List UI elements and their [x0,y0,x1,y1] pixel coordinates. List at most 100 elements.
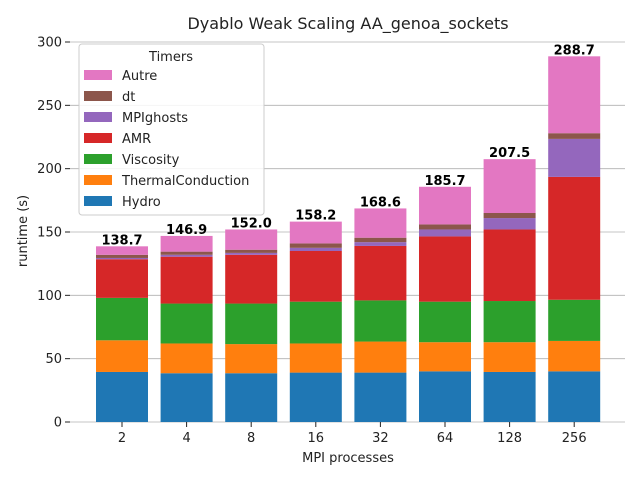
x-tick-label-128: 128 [497,431,522,446]
bar-mpighosts-2 [96,257,148,260]
bar-dt-256 [548,133,601,139]
bar-hydro-64 [419,371,471,422]
chart-title: Dyablo Weak Scaling AA_genoa_sockets [187,14,508,34]
bar-thermalconduction-256 [548,340,601,372]
total-label-8: 152.0 [231,216,272,231]
legend-swatch-dt [84,91,112,101]
legend-swatch-mpighosts [84,112,112,122]
total-label-32: 168.6 [360,195,401,210]
y-axis-ticks: 0 50 100 150 200 250 300 [37,36,70,431]
bar-amr-8 [225,254,278,304]
x-tick-label-2: 2 [118,431,126,446]
total-label-4: 146.9 [166,223,207,238]
bar-thermalconduction-64 [419,342,471,372]
bar-autre-8 [225,229,278,250]
bar-mpighosts-128 [483,218,536,230]
bar-amr-32 [354,245,407,301]
x-tick-label-4: 4 [182,431,190,446]
bar-hydro-256 [548,371,601,422]
bar-mpighosts-256 [548,138,601,177]
bar-autre-256 [548,56,601,134]
y-tick-label: 100 [37,289,62,304]
legend-label-hydro: Hydro [122,195,161,210]
y-tick-label: 250 [37,99,62,114]
total-label-256: 288.7 [554,43,595,58]
legend-items: Autre dt MPIghosts AMR Viscosity ThermalCondu… [84,69,249,210]
legend-label-dt: dt [122,90,135,105]
legend-title: Timers [148,50,193,65]
legend-swatch-amr [84,133,112,143]
legend-swatch-hydro [84,196,112,206]
bar-mpighosts-32 [354,242,407,246]
total-label-16: 158.2 [295,209,336,224]
bar-dt-8 [225,249,278,253]
total-label-2: 138.7 [101,233,142,248]
bar-mpighosts-64 [419,229,471,237]
bar-viscosity-8 [225,303,278,345]
bar-dt-128 [483,213,536,219]
y-tick-label: 200 [37,162,62,177]
x-tick-label-8: 8 [247,431,255,446]
bar-mpighosts-4 [160,254,213,257]
bar-amr-2 [96,259,148,298]
bar-hydro-2 [96,371,148,422]
x-tick-label-32: 32 [372,431,389,446]
x-tick-label-256: 256 [562,431,587,446]
y-tick-label: 50 [45,352,62,367]
bar-viscosity-2 [96,297,148,341]
legend-swatch-thermalconduction [84,175,112,185]
bar-autre-32 [354,208,407,238]
x-axis-ticks: 2 4 8 16 32 64 128 256 [118,422,587,446]
bar-thermalconduction-128 [483,342,536,372]
legend-frame [78,43,265,216]
bar-thermalconduction-2 [96,340,148,372]
x-tick-label-16: 16 [308,431,325,446]
bar-mpighosts-8 [225,252,278,255]
total-label-128: 207.5 [489,146,530,161]
y-axis-title: runtime (s) [16,195,31,267]
bar-autre-2 [96,246,148,255]
bar-amr-16 [289,251,342,302]
legend: Timers Autre dt MPIghosts AMR Viscosity Therm… [78,43,265,216]
bar-hydro-4 [160,373,213,422]
legend-label-amr: AMR [122,132,151,147]
bar-dt-2 [96,254,148,258]
legend-label-mpighosts: MPIghosts [122,111,188,126]
bars [96,56,601,422]
legend-label-viscosity: Viscosity [122,153,180,168]
bar-dt-32 [354,237,407,243]
bar-viscosity-128 [483,301,536,343]
bar-autre-16 [289,221,342,244]
y-tick-label: 150 [37,226,62,241]
legend-swatch-autre [84,70,112,80]
bar-viscosity-64 [419,301,471,343]
bar-dt-64 [419,224,471,230]
x-axis-title: MPI processes [302,451,394,466]
bar-dt-4 [160,251,213,255]
bar-dt-16 [289,243,342,248]
bar-hydro-128 [483,371,536,422]
bar-autre-128 [483,159,536,213]
bar-viscosity-256 [548,299,601,341]
bar-autre-4 [160,235,213,252]
bar-hydro-8 [225,373,278,422]
legend-swatch-viscosity [84,154,112,164]
bar-hydro-32 [354,372,407,422]
bar-amr-256 [548,176,601,300]
bar-amr-64 [419,236,471,302]
y-tick-label: 0 [54,416,62,431]
bar-thermalconduction-32 [354,341,407,373]
bar-thermalconduction-16 [289,343,342,373]
bar-viscosity-16 [289,301,342,344]
total-label-64: 185.7 [424,174,465,189]
legend-label-thermalconduction: ThermalConduction [121,174,249,189]
legend-label-autre: Autre [122,69,157,84]
bar-autre-64 [419,186,471,225]
bar-amr-128 [483,229,536,302]
bar-mpighosts-16 [289,247,342,251]
bar-viscosity-32 [354,300,407,342]
bar-amr-4 [160,256,213,304]
bar-thermalconduction-8 [225,344,278,374]
x-tick-label-64: 64 [437,431,454,446]
